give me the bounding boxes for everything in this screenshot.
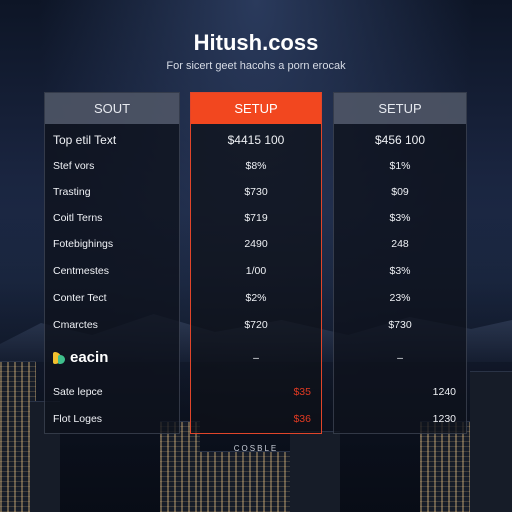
feature-label: Stef vors	[53, 160, 95, 172]
building	[470, 371, 512, 512]
price-value: $456 100	[374, 133, 426, 147]
plan-column-setup: SETUP $456 100 $1% $09 $3% 248 $3% 23% $…	[333, 92, 467, 434]
footer-label: COSBLE	[233, 444, 279, 453]
feature-value: –	[253, 352, 259, 364]
feature-value: 1240	[432, 386, 456, 398]
feature-value: 248	[391, 238, 409, 250]
column-header[interactable]: SETUP	[191, 93, 321, 124]
feature-value: $36	[293, 413, 311, 425]
feature-value: –	[397, 352, 403, 364]
building	[290, 431, 340, 512]
building	[200, 451, 290, 512]
page-title: Hitush.coss	[193, 30, 319, 55]
building	[160, 421, 200, 512]
column-header[interactable]: SETUP	[334, 93, 466, 124]
column-header[interactable]: SOUT	[45, 93, 179, 124]
feature-label: Flot Loges	[53, 413, 103, 425]
brand-logo: eacin	[45, 346, 179, 370]
feature-value: 23%	[389, 292, 411, 304]
feature-value: 1230	[432, 413, 456, 425]
feature-value: 1/00	[245, 265, 267, 277]
feature-value: $2%	[245, 292, 267, 304]
feature-label: Centmestes	[53, 265, 110, 277]
feature-value: $730	[388, 319, 412, 331]
feature-label: Cmarctes	[53, 319, 98, 331]
feature-label: Top etil Text	[53, 133, 117, 147]
logo-text: eacin	[70, 349, 109, 366]
plan-column-sout: SOUT Top etil Text Stef vors Trasting Co…	[44, 92, 180, 434]
feature-value: $1%	[389, 160, 411, 172]
feature-label: Conter Tect	[53, 292, 107, 304]
feature-label: Sate lepce	[53, 386, 103, 398]
price-value: $4415 100	[227, 133, 285, 147]
plan-column-setup-highlighted: SETUP $4415 100 $8% $730 $719 2490 1/00 …	[190, 92, 322, 434]
feature-value: $09	[391, 186, 409, 198]
feature-label: Fotebighings	[53, 238, 114, 250]
feature-label: Coitl Terns	[53, 212, 103, 224]
logo-icon	[53, 351, 67, 365]
feature-value: $8%	[245, 160, 267, 172]
feature-value: 2490	[244, 238, 268, 250]
feature-label: Trasting	[53, 186, 91, 198]
feature-value: $3%	[389, 212, 411, 224]
page-subtitle: For sicert geet hacohs a porn erocak	[166, 60, 346, 72]
feature-value: $730	[244, 186, 268, 198]
feature-value: $719	[244, 212, 268, 224]
feature-value: $3%	[389, 265, 411, 277]
feature-value: $35	[293, 386, 311, 398]
feature-value: $720	[244, 319, 268, 331]
